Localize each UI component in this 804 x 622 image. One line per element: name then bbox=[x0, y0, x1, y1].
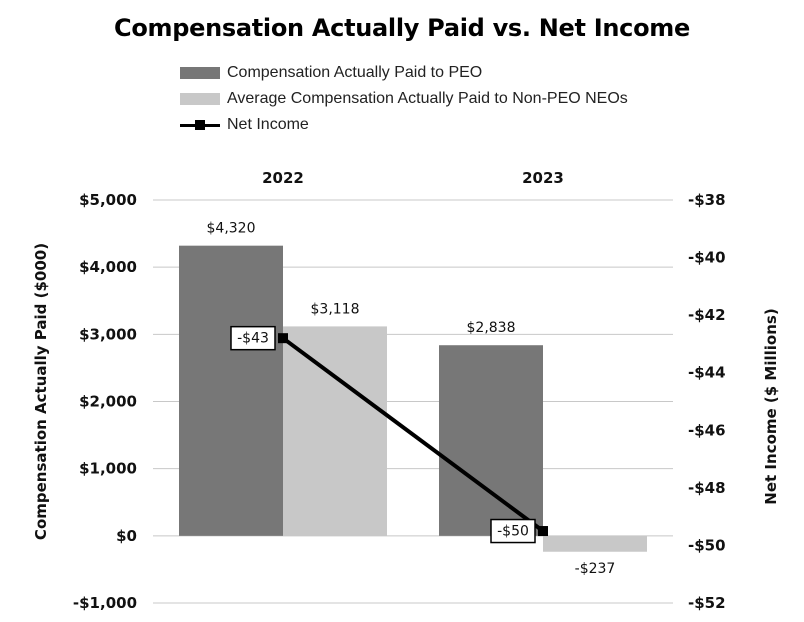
legend-swatch-net-income bbox=[180, 118, 220, 132]
line-data-label: -$43 bbox=[237, 331, 269, 347]
category-label: 2022 bbox=[262, 169, 304, 187]
legend-item-peo: Compensation Actually Paid to PEO bbox=[180, 60, 628, 86]
y-tick-label: $3,000 bbox=[79, 325, 137, 343]
line-label-box bbox=[490, 518, 536, 544]
y-tick-label: $2,000 bbox=[79, 393, 137, 411]
legend-swatch-peo bbox=[180, 67, 220, 79]
y2-tick-label: -$52 bbox=[688, 594, 726, 612]
y2-axis-title: Net Income ($ Millions) bbox=[762, 308, 780, 504]
legend-item-net-income: Net Income bbox=[180, 112, 628, 138]
y-tick-label: $1,000 bbox=[79, 460, 137, 478]
y-tick-label: $5,000 bbox=[79, 191, 137, 209]
line-label-box bbox=[230, 325, 276, 351]
y2-tick-label: -$38 bbox=[688, 191, 726, 209]
legend-item-non-peo: Average Compensation Actually Paid to No… bbox=[180, 86, 628, 112]
y2-tick-label: -$46 bbox=[688, 421, 726, 439]
category-label: 2023 bbox=[522, 169, 564, 187]
chart-legend: Compensation Actually Paid to PEO Averag… bbox=[180, 60, 628, 138]
y2-tick-label: -$44 bbox=[688, 364, 726, 382]
legend-swatch-non-peo bbox=[180, 93, 220, 105]
data-label: $4,320 bbox=[207, 221, 256, 237]
y-tick-label: $4,000 bbox=[79, 258, 137, 276]
y-tick-label: $0 bbox=[116, 527, 137, 545]
legend-label-peo: Compensation Actually Paid to PEO bbox=[227, 64, 483, 81]
y-axis-title: Compensation Actually Paid ($000) bbox=[32, 243, 50, 540]
line-data-label: -$50 bbox=[497, 524, 529, 540]
legend-label-non-peo: Average Compensation Actually Paid to No… bbox=[227, 90, 628, 107]
y2-tick-label: -$42 bbox=[688, 306, 726, 324]
line-marker bbox=[278, 333, 288, 344]
y2-tick-label: -$40 bbox=[688, 249, 726, 267]
data-label: $2,838 bbox=[467, 320, 516, 336]
line-marker bbox=[538, 526, 548, 537]
series-line bbox=[281, 336, 545, 533]
y2-tick-label: -$48 bbox=[688, 479, 726, 497]
chart-title: Compensation Actually Paid vs. Net Incom… bbox=[114, 14, 690, 42]
legend-label-net-income: Net Income bbox=[227, 116, 309, 133]
y-tick-label: -$1,000 bbox=[73, 594, 137, 612]
data-label: $3,118 bbox=[311, 301, 360, 317]
bar bbox=[179, 245, 283, 536]
bar bbox=[283, 326, 387, 536]
data-label: -$237 bbox=[575, 561, 616, 577]
bar bbox=[543, 535, 647, 552]
bar bbox=[439, 345, 543, 536]
y2-tick-label: -$50 bbox=[688, 536, 726, 554]
